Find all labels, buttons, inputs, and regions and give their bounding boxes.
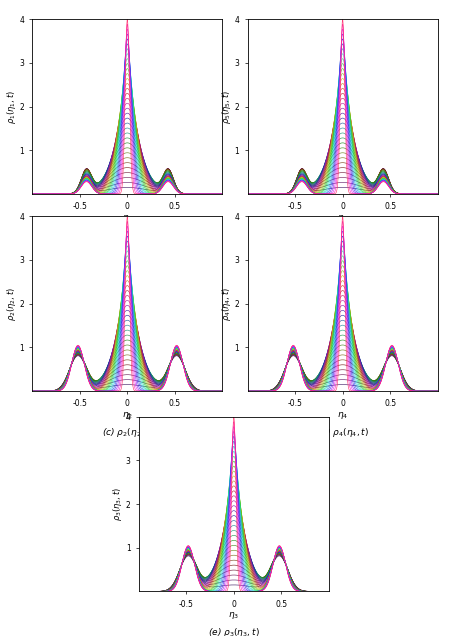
X-axis label: $\eta_1$: $\eta_1$ [122,212,133,224]
X-axis label: $\eta_4$: $\eta_4$ [337,410,348,421]
Text: (c) $\rho_2(\eta_2, t)$: (c) $\rho_2(\eta_2, t)$ [102,426,153,439]
Y-axis label: $\rho_4(\eta_4,t)$: $\rho_4(\eta_4,t)$ [220,287,233,321]
Y-axis label: $\rho_3(\eta_3,t)$: $\rho_3(\eta_3,t)$ [111,487,124,521]
Y-axis label: $\rho_1(\eta_1,t)$: $\rho_1(\eta_1,t)$ [5,90,18,123]
Text: (d) $\rho_4(\eta_4, t)$: (d) $\rho_4(\eta_4, t)$ [317,426,369,439]
X-axis label: $\eta_5$: $\eta_5$ [337,212,348,224]
Y-axis label: $\rho_2(\eta_2,t)$: $\rho_2(\eta_2,t)$ [5,287,18,321]
X-axis label: $\eta_3$: $\eta_3$ [228,610,239,621]
Y-axis label: $\rho_5(\eta_5,t)$: $\rho_5(\eta_5,t)$ [220,90,233,123]
Text: (e) $\rho_3(\eta_3, t)$: (e) $\rho_3(\eta_3, t)$ [208,626,260,636]
X-axis label: $\eta_2$: $\eta_2$ [122,410,133,421]
Text: (a) $\rho_1(\eta_1, t)$: (a) $\rho_1(\eta_1, t)$ [101,229,153,242]
Text: (b) $\rho_5(\eta_5, t)$: (b) $\rho_5(\eta_5, t)$ [317,229,369,242]
